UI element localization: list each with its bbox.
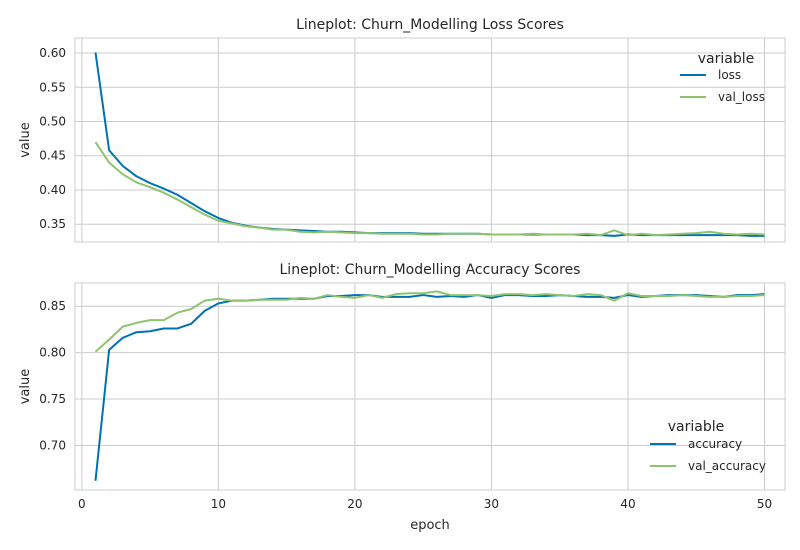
loss-chart: 0.35 0.40 0.45 0.50 0.55 0.60 Lineplot: Churn_… (18, 17, 786, 243)
legend-title: variable (698, 51, 754, 67)
x-tick-label: 20 (347, 497, 362, 511)
series-line-accuracy (94, 293, 765, 481)
legend-label-accuracy: accuracy (688, 437, 742, 451)
y-axis-label: value (18, 369, 33, 405)
y-axis-label: value (18, 122, 33, 158)
legend-label-val-accuracy: val_accuracy (688, 459, 766, 473)
plot-frame (74, 282, 786, 491)
chart-title: Lineplot: Churn_Modelling Loss Scores (296, 17, 564, 33)
y-tick-label: 0.85 (39, 299, 66, 313)
y-tick-label: 0.45 (39, 149, 66, 163)
accuracy-chart: 0.70 0.75 0.80 0.85 0 10 20 30 40 50 Lineplot: Chu… (18, 262, 786, 533)
y-tick-label: 0.35 (39, 217, 66, 231)
y-tick-label: 0.55 (39, 80, 66, 94)
series-line-val-loss (94, 141, 765, 237)
y-tick-label: 0.80 (39, 346, 66, 360)
y-tick-label: 0.60 (39, 46, 66, 60)
y-tick-label: 0.70 (39, 438, 66, 452)
y-tick-label: 0.50 (39, 115, 66, 129)
x-tick-label: 10 (211, 497, 226, 511)
x-tick-label: 30 (484, 497, 499, 511)
x-tick-label: 0 (78, 497, 86, 511)
x-tick-label: 40 (620, 497, 635, 511)
chart-title: Lineplot: Churn_Modelling Accuracy Score… (280, 262, 581, 278)
legend-label-val-loss: val_loss (718, 90, 765, 104)
x-axis-label: epoch (410, 518, 450, 533)
y-tick-label: 0.40 (39, 183, 66, 197)
plot-frame (74, 37, 786, 243)
x-tick-label: 50 (757, 497, 772, 511)
series-line-loss (94, 52, 765, 237)
series-line-val-accuracy (94, 290, 765, 353)
y-tick-label: 0.75 (39, 392, 66, 406)
legend-title: variable (668, 419, 724, 435)
legend-label-loss: loss (718, 68, 741, 82)
